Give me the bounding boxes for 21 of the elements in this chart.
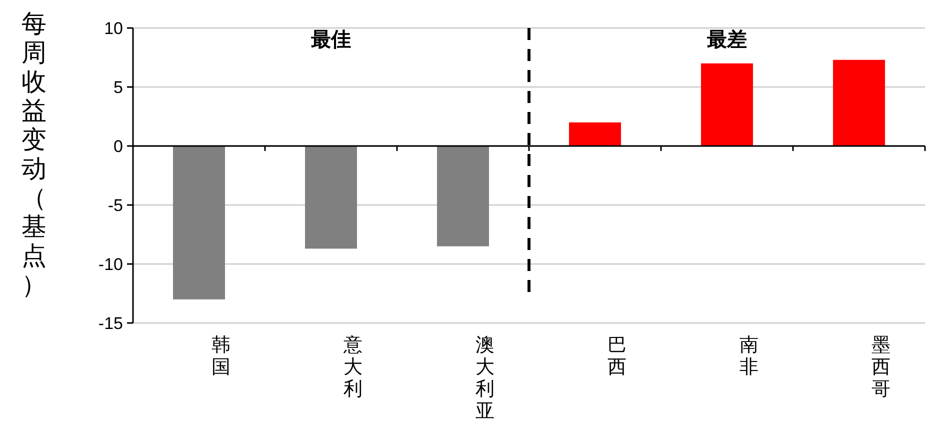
annotation: 最差	[706, 27, 747, 51]
x-tick-label: 意大利	[342, 334, 362, 400]
annotation: 最佳	[310, 27, 351, 51]
bar	[833, 60, 885, 146]
y-tick-label: -15	[98, 314, 123, 333]
bar	[173, 146, 225, 300]
bar	[437, 146, 489, 246]
y-tick-label: -5	[108, 196, 123, 215]
y-tick-label: 0	[114, 137, 123, 156]
bar	[305, 146, 357, 249]
text: 每周收益变动（基点）	[22, 9, 46, 299]
x-tick-label: 韩国	[212, 334, 230, 378]
y-tick-label: -10	[98, 255, 123, 274]
y-tick-label: 10	[104, 19, 123, 38]
x-tick-label: 巴西	[608, 334, 626, 378]
y-tick-label: 5	[114, 78, 123, 97]
x-tick-label: 南非	[740, 334, 758, 378]
bar	[569, 122, 621, 146]
x-tick-label: 墨西哥	[872, 334, 890, 400]
bar	[701, 63, 753, 146]
x-tick-label: 澳大利亚	[476, 334, 494, 422]
